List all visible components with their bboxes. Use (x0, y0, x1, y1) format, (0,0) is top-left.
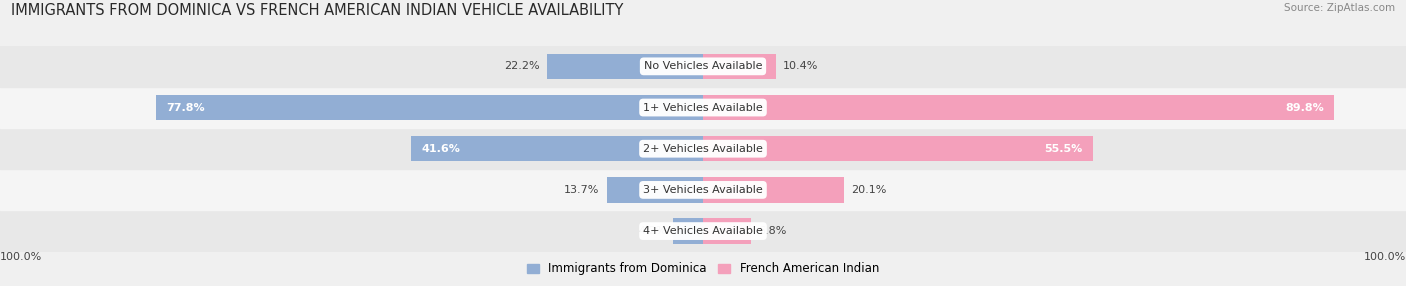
Bar (0, 87, 1406, 128)
Bar (703, 53, 776, 79)
Text: 6.8%: 6.8% (758, 226, 786, 236)
Text: 20.1%: 20.1% (852, 185, 887, 195)
Bar (0, 169, 1406, 210)
Text: IMMIGRANTS FROM DOMINICA VS FRENCH AMERICAN INDIAN VEHICLE AVAILABILITY: IMMIGRANTS FROM DOMINICA VS FRENCH AMERI… (11, 3, 624, 18)
Text: 55.5%: 55.5% (1045, 144, 1083, 154)
Text: 1+ Vehicles Available: 1+ Vehicles Available (643, 103, 763, 112)
Text: 10.4%: 10.4% (783, 61, 818, 71)
Bar (411, 136, 703, 162)
Bar (156, 95, 703, 120)
Bar (703, 136, 1094, 162)
Text: 13.7%: 13.7% (564, 185, 599, 195)
Bar (703, 218, 751, 244)
Bar (0, 46, 1406, 87)
Text: 4+ Vehicles Available: 4+ Vehicles Available (643, 226, 763, 236)
Bar (0, 128, 1406, 169)
Bar (0, 210, 1406, 252)
Text: 3+ Vehicles Available: 3+ Vehicles Available (643, 185, 763, 195)
Text: 100.0%: 100.0% (0, 252, 42, 262)
Legend: Immigrants from Dominica, French American Indian: Immigrants from Dominica, French America… (522, 258, 884, 280)
Text: 100.0%: 100.0% (1364, 252, 1406, 262)
Bar (673, 218, 703, 244)
Text: 41.6%: 41.6% (422, 144, 460, 154)
Text: No Vehicles Available: No Vehicles Available (644, 61, 762, 71)
Text: 77.8%: 77.8% (166, 103, 205, 112)
Bar (547, 53, 703, 79)
Text: Source: ZipAtlas.com: Source: ZipAtlas.com (1284, 3, 1395, 13)
Text: 2+ Vehicles Available: 2+ Vehicles Available (643, 144, 763, 154)
Bar (607, 177, 703, 203)
Bar (703, 95, 1334, 120)
Text: 4.2%: 4.2% (638, 226, 666, 236)
Bar (703, 177, 844, 203)
Text: 22.2%: 22.2% (505, 61, 540, 71)
Text: 89.8%: 89.8% (1285, 103, 1324, 112)
